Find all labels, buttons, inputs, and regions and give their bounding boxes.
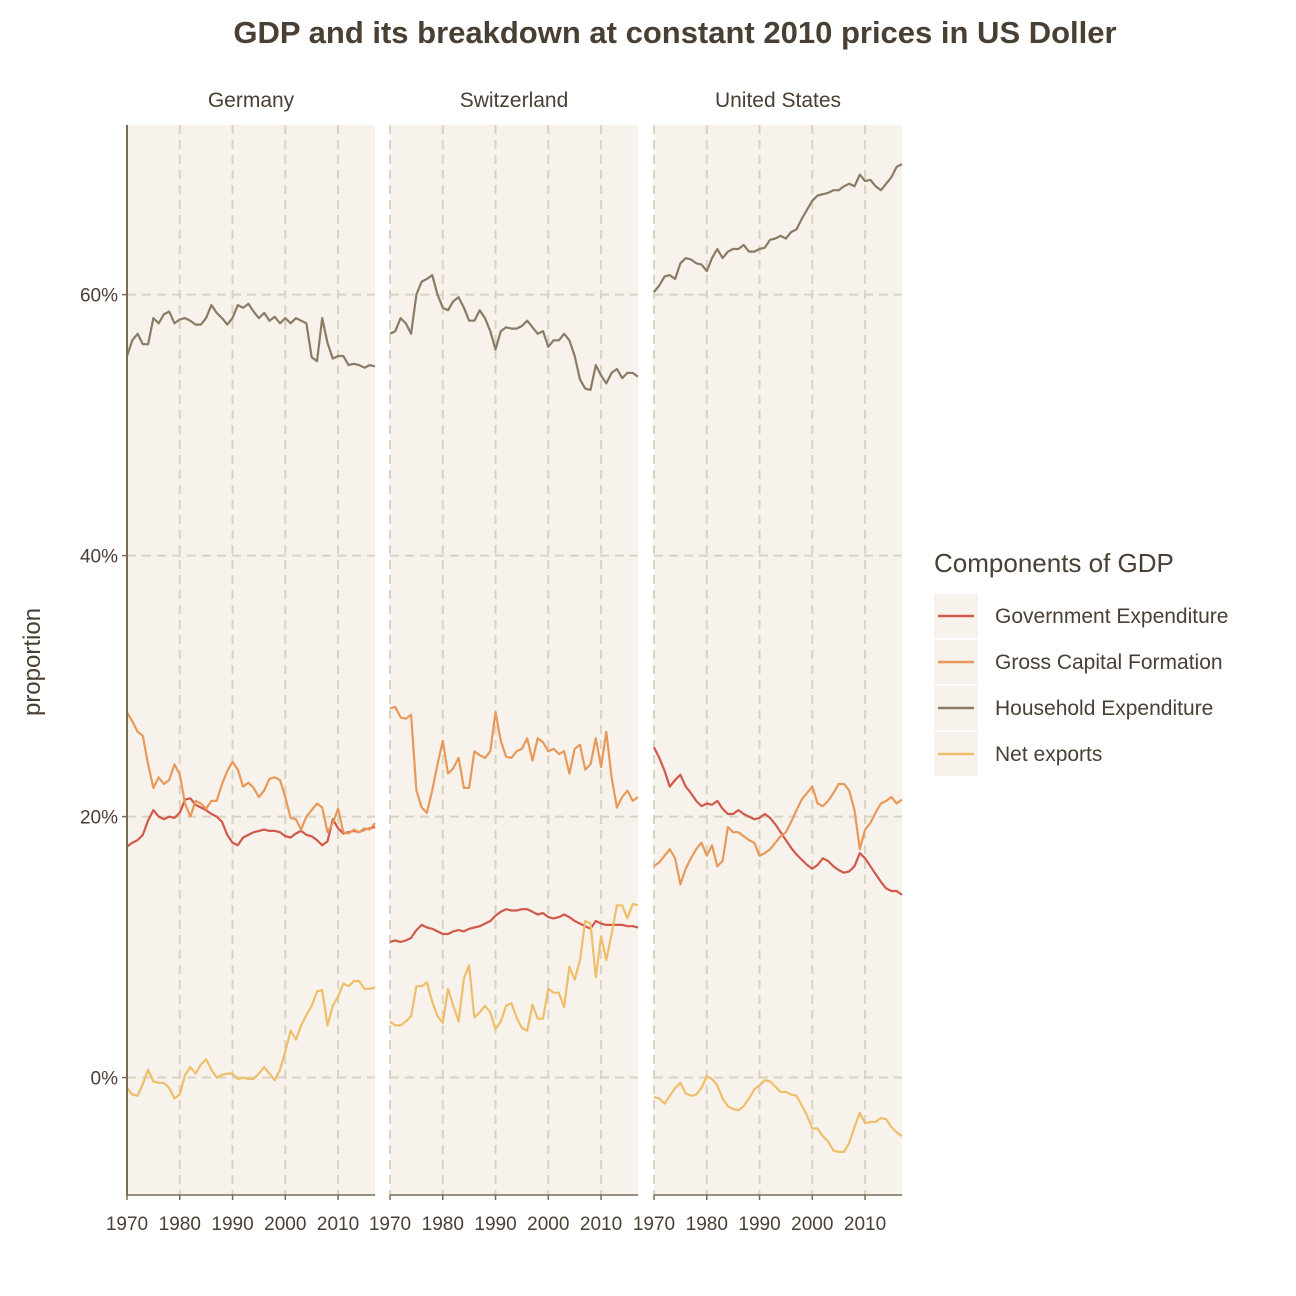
x-tick-label: 1970 xyxy=(633,1214,675,1235)
x-tick-label: 2010 xyxy=(844,1214,886,1235)
x-tick-label: 2000 xyxy=(791,1214,833,1235)
series-line-net-exports-switzerland xyxy=(389,902,639,1032)
facet-label-united-states: United States xyxy=(715,89,841,112)
series-line-government-expenditure-united-states xyxy=(653,746,903,896)
series-line-government-expenditure-switzerland xyxy=(389,908,639,944)
y-tick-label: 40% xyxy=(80,547,118,568)
facet-panels: Germany 1970 1980 1990 2000 2010 Switzerland 19… xyxy=(106,89,903,1235)
y-axis-label: proportion xyxy=(19,608,46,716)
legend-item-household-expenditure: Household Expenditure xyxy=(934,686,1213,730)
x-tick-label: 1980 xyxy=(159,1214,201,1235)
legend-label-gross-capital-formation: Gross Capital Formation xyxy=(995,651,1223,674)
facet-label-germany: Germany xyxy=(208,89,295,112)
x-tick-label: 1970 xyxy=(369,1214,411,1235)
series-line-household-expenditure-united-states xyxy=(653,163,903,293)
panel-germany: Germany 1970 1980 1990 2000 2010 xyxy=(106,89,376,1235)
y-tick-label: 20% xyxy=(80,808,118,829)
legend-label-government-expenditure: Government Expenditure xyxy=(995,605,1228,628)
series-line-gross-capital-formation-germany xyxy=(126,711,376,835)
x-tick-label: 2010 xyxy=(580,1214,622,1235)
facet-label-switzerland: Switzerland xyxy=(460,89,569,112)
chart-title: GDP and its breakdown at constant 2010 p… xyxy=(233,15,1116,50)
legend-items: Government Expenditure Gross Capital Form… xyxy=(934,594,1228,776)
x-tick-label: 2000 xyxy=(527,1214,569,1235)
x-tick-label: 2000 xyxy=(264,1214,306,1235)
legend-item-gross-capital-formation: Gross Capital Formation xyxy=(934,640,1223,684)
series-line-net-exports-united-states xyxy=(653,1075,903,1154)
panel-background xyxy=(390,125,638,1195)
series-line-household-expenditure-switzerland xyxy=(389,274,639,391)
series-line-gross-capital-formation-switzerland xyxy=(389,705,639,814)
y-tick-label: 60% xyxy=(80,286,118,307)
x-tick-label: 2010 xyxy=(317,1214,359,1235)
x-tick-label: 1980 xyxy=(422,1214,464,1235)
x-tick-label: 1990 xyxy=(474,1214,516,1235)
x-tick-label: 1980 xyxy=(686,1214,728,1235)
legend-label-household-expenditure: Household Expenditure xyxy=(995,697,1213,720)
legend-title: Components of GDP xyxy=(934,548,1174,578)
x-tick-label: 1990 xyxy=(211,1214,253,1235)
legend-label-net-exports: Net exports xyxy=(995,743,1102,766)
series-line-household-expenditure-germany xyxy=(125,302,376,369)
panel-background xyxy=(127,125,375,1195)
panel-switzerland: Switzerland 1970 1980 1990 2000 2010 xyxy=(369,89,639,1235)
x-tick-label: 1970 xyxy=(106,1214,148,1235)
y-axis: 0% 20% 40% 60% xyxy=(80,125,128,1195)
series-line-gross-capital-formation-united-states xyxy=(653,782,903,886)
series-line-net-exports-germany xyxy=(126,979,376,1100)
x-tick-label: 1990 xyxy=(738,1214,780,1235)
legend-item-government-expenditure: Government Expenditure xyxy=(934,594,1228,638)
panel-united-states: United States 1970 1980 1990 2000 2010 xyxy=(633,89,903,1235)
legend: Components of GDP Government Expenditure… xyxy=(934,548,1228,776)
y-tick-label: 0% xyxy=(91,1069,119,1090)
panel-background xyxy=(654,125,902,1195)
legend-item-net-exports: Net exports xyxy=(934,732,1102,776)
